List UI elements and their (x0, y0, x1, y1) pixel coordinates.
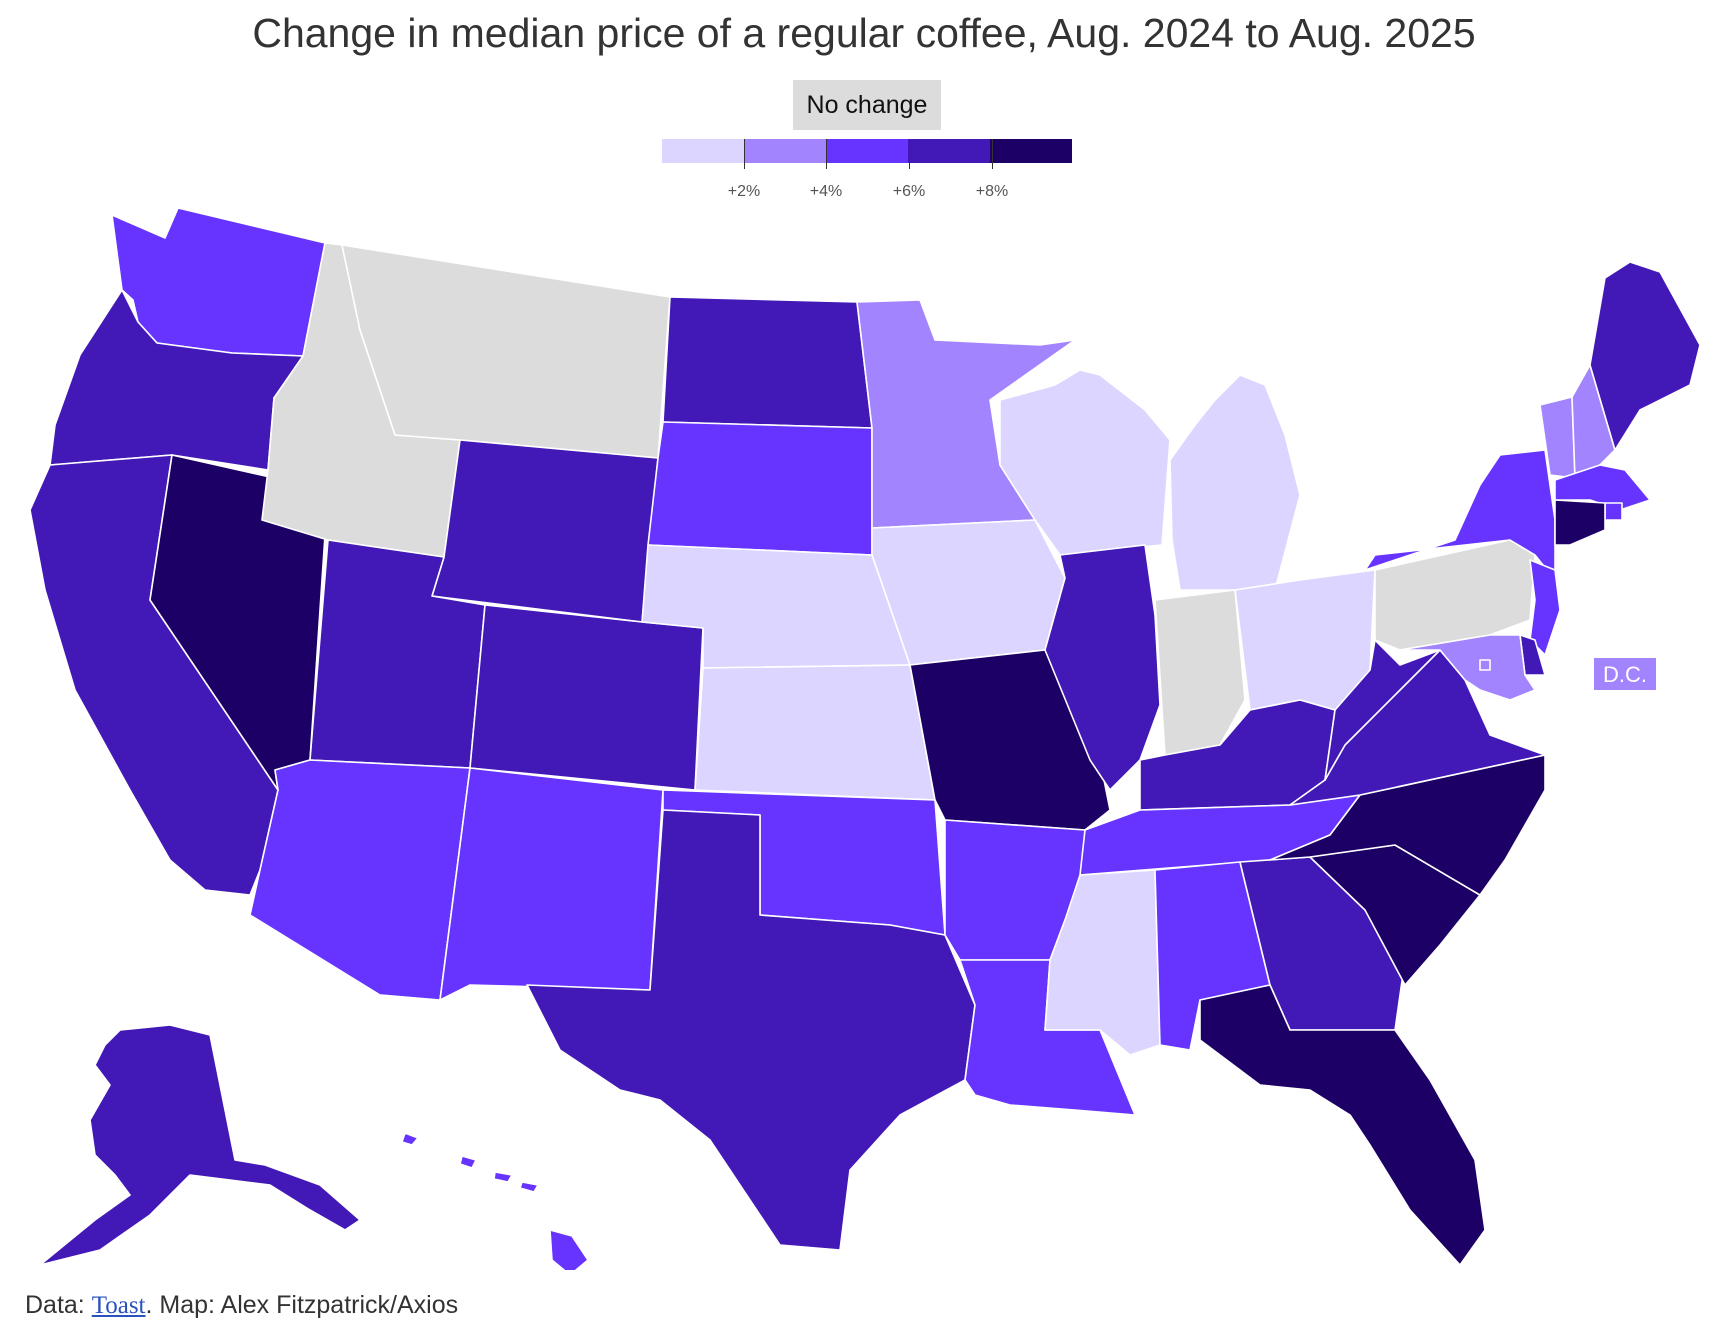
state-il (1044, 544, 1161, 791)
map-title: Change in median price of a regular coff… (252, 10, 1476, 56)
state-mt (341, 244, 671, 459)
us-choropleth-map (29, 207, 1701, 1270)
legend-tick-2 (909, 139, 910, 169)
state-ks (694, 664, 936, 801)
state-hi (401, 1132, 589, 1270)
legend-tick-label-1: +4% (809, 183, 843, 200)
state-ak (39, 1024, 361, 1266)
state-wi (999, 369, 1171, 556)
state-md (1399, 634, 1536, 701)
legend-swatch-2 (826, 139, 908, 163)
legend-tick-1 (826, 139, 827, 169)
state-in (1154, 589, 1246, 756)
state-nj (1529, 559, 1561, 656)
legend-swatch-1 (744, 139, 826, 163)
footer-credit: Data: Toast. Map: Alex Fitzpatrick/Axios (25, 1291, 458, 1320)
states-layer (29, 207, 1701, 1270)
state-dc (1479, 659, 1491, 671)
state-tx (526, 809, 976, 1251)
state-ct (1554, 499, 1606, 546)
legend-tick-0 (744, 139, 745, 169)
legend-no-change-swatch: No change (793, 80, 941, 130)
legend-tick-label-2: +6% (892, 183, 926, 200)
state-ri (1604, 502, 1623, 521)
legend-tick-label-0: +2% (727, 183, 761, 200)
footer-suffix: . Map: Alex Fitzpatrick/Axios (145, 1291, 459, 1319)
legend-swatch-0 (662, 139, 744, 163)
state-me (1589, 261, 1701, 451)
legend-swatch-4 (990, 139, 1072, 163)
legend-no-change-label: No change (806, 91, 928, 119)
state-wy (431, 439, 659, 623)
legend-color-scale (662, 139, 1072, 163)
legend-tick-3 (992, 139, 993, 169)
state-mi (1169, 374, 1301, 591)
state-nh (1571, 364, 1616, 479)
legend-tick-label-3: +8% (975, 183, 1009, 200)
state-mn (856, 299, 1076, 529)
state-fl (1199, 984, 1486, 1266)
state-az (249, 759, 471, 1001)
state-co (469, 604, 704, 791)
state-nm (439, 767, 664, 1001)
dc-label: D.C. (1592, 656, 1658, 692)
state-nc (1269, 754, 1546, 896)
state-nd (662, 296, 873, 429)
footer-prefix: Data: (25, 1291, 92, 1319)
legend-swatch-3 (908, 139, 990, 163)
state-sd (647, 421, 873, 556)
source-link[interactable]: Toast (91, 1292, 146, 1319)
